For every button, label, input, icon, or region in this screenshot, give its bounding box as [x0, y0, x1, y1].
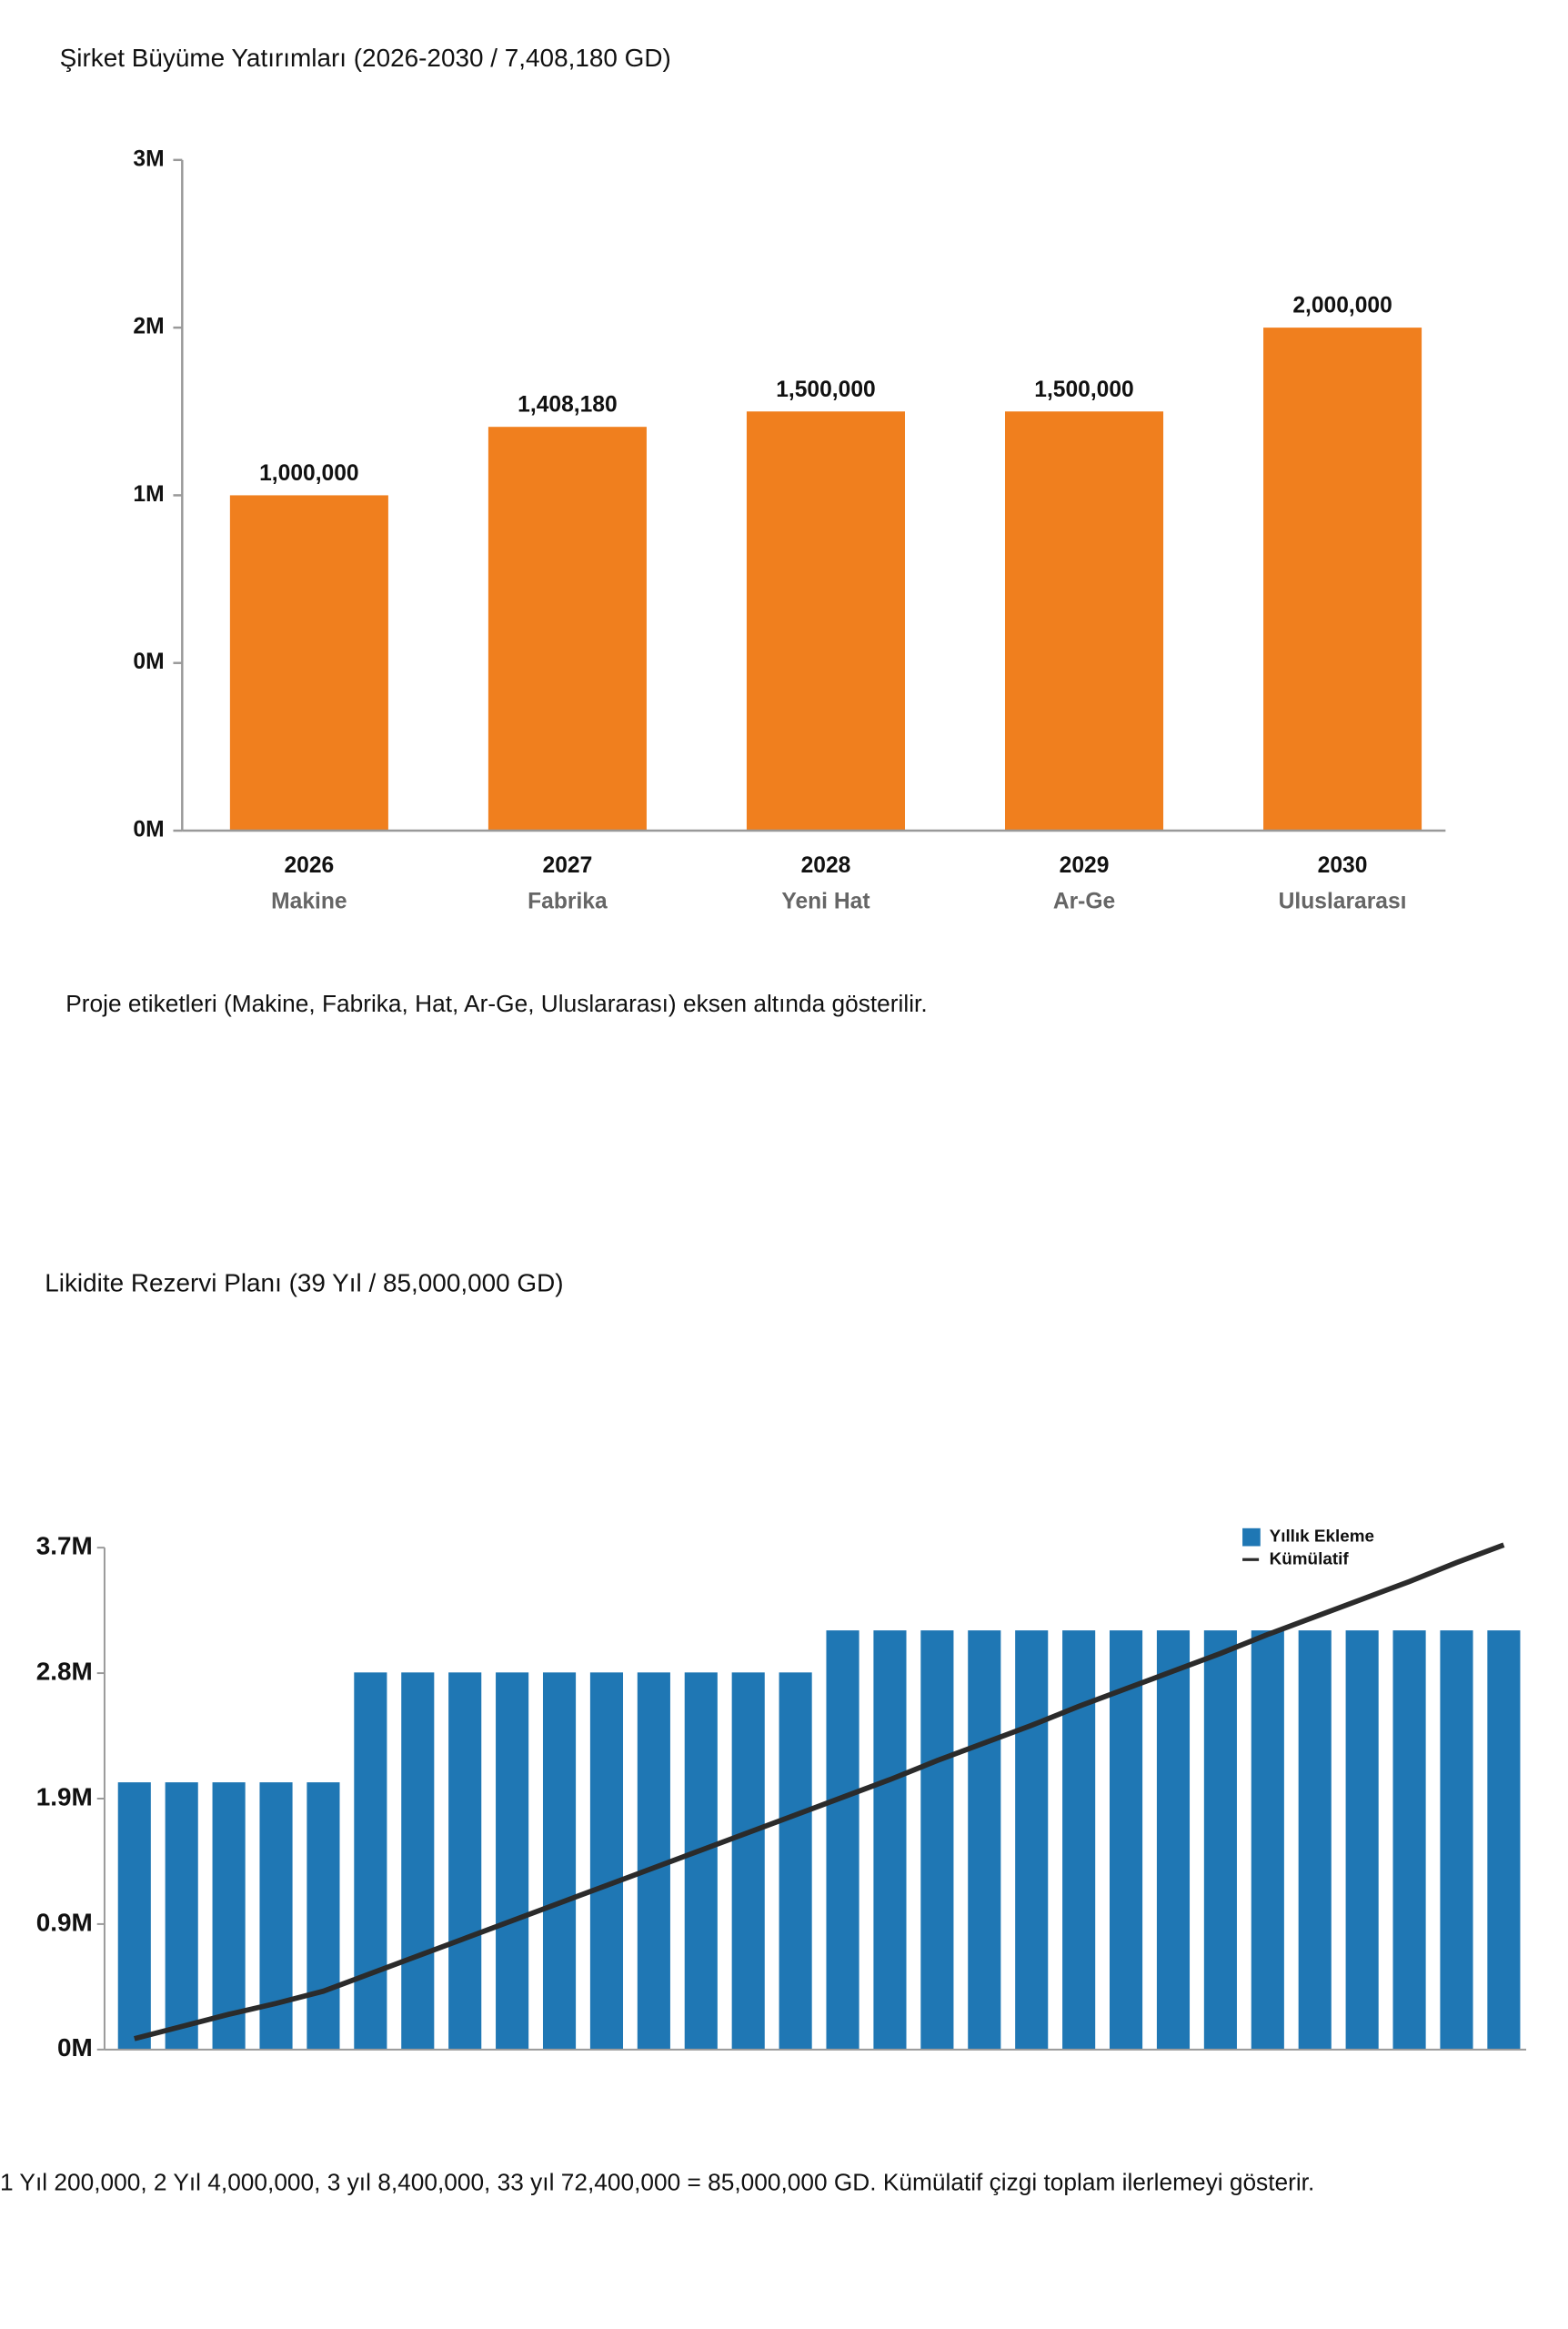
bar: [589, 1672, 624, 2050]
bar: [1487, 1630, 1521, 2050]
bar: [354, 1672, 387, 2050]
bar: [542, 1672, 577, 2050]
legend-swatch: [1242, 1527, 1261, 1547]
bar: [1263, 328, 1422, 832]
bar: [496, 1672, 529, 2050]
bar: [487, 427, 647, 832]
bar: [259, 1782, 293, 2050]
value-label: 1,500,000: [776, 378, 875, 402]
y-tick-label: 2.8M: [36, 1657, 93, 1685]
legend-label: Yıllık Ekleme: [1270, 1527, 1374, 1547]
bar: [1015, 1630, 1049, 2050]
bar: [920, 1630, 954, 2050]
bar: [826, 1630, 859, 2050]
bar: [873, 1630, 907, 2050]
y-tick-label: 1M: [133, 482, 164, 507]
x-tick-label: 2026: [284, 853, 334, 878]
legend-label: Kümülatif: [1270, 1549, 1350, 1568]
y-tick-label: 3.7M: [36, 1532, 93, 1560]
bar: [229, 495, 388, 832]
caption: Proje etiketleri (Makine, Fabrika, Hat, …: [65, 990, 927, 1017]
y-tick-label: 0.9M: [36, 1908, 93, 1936]
project-label: Ar-Ge: [1053, 889, 1115, 913]
bar: [1440, 1630, 1473, 2050]
x-tick-label: 2027: [543, 853, 593, 878]
project-label: Makine: [271, 889, 347, 913]
bar: [1109, 1630, 1143, 2050]
caption: 1 Yıl 200,000, 2 Yıl 4,000,000, 3 yıl 8,…: [0, 2169, 1314, 2196]
bar: [165, 1782, 198, 2050]
value-label: 1,500,000: [1034, 378, 1133, 402]
bar: [1005, 411, 1164, 832]
x-tick-label: 2029: [1060, 853, 1110, 878]
value-label: 1,000,000: [259, 461, 358, 486]
bar: [1251, 1630, 1284, 2050]
bar: [401, 1672, 435, 2050]
bar: [968, 1630, 1001, 2050]
bar: [1062, 1630, 1096, 2050]
bar: [1345, 1630, 1379, 2050]
x-tick-label: 2030: [1318, 853, 1368, 878]
bar: [1298, 1630, 1332, 2050]
bar: [779, 1672, 812, 2050]
chart-title: Şirket Büyüme Yatırımları (2026-2030 / 7…: [60, 44, 671, 72]
bar: [746, 411, 905, 832]
bar: [1392, 1630, 1426, 2050]
project-label: Uluslararası: [1279, 889, 1407, 913]
x-tick-label: 2028: [801, 853, 851, 878]
y-tick-label: 2M: [133, 315, 164, 339]
bar: [117, 1782, 151, 2050]
value-label: 2,000,000: [1292, 294, 1392, 318]
bar: [1203, 1630, 1237, 2050]
y-tick-label: 0M: [57, 2033, 93, 2062]
y-tick-label: 0M: [133, 818, 164, 842]
bar: [1156, 1630, 1191, 2050]
bar: [684, 1672, 718, 2050]
project-label: Fabrika: [528, 889, 608, 913]
y-tick-label: 3M: [133, 146, 164, 171]
value-label: 1,408,180: [518, 393, 617, 418]
project-label: Yeni Hat: [781, 889, 869, 913]
y-tick-label: 0M: [133, 650, 164, 674]
bar: [212, 1782, 246, 2050]
bar: [731, 1672, 765, 2050]
bar: [307, 1782, 340, 2050]
bar: [448, 1672, 482, 2050]
y-tick-label: 1.9M: [36, 1782, 93, 1810]
line: [134, 1542, 1505, 2042]
chart-title: Likidite Rezervi Planı (39 Yıl / 85,000,…: [45, 1269, 563, 1297]
